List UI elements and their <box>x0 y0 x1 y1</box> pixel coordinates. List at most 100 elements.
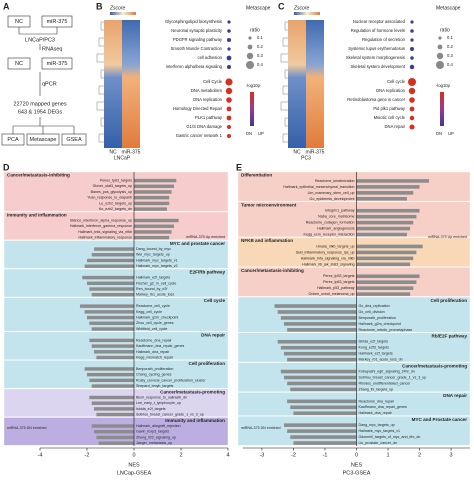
bar <box>87 372 134 377</box>
bar <box>274 304 357 308</box>
dn-label: DN <box>246 131 252 136</box>
workflow-label: miR-375 <box>47 19 68 25</box>
term-label: Retinoblastoma gene in cancer <box>347 97 405 102</box>
gene-set-label: Hallmark_dna_repair <box>359 411 393 415</box>
group-band <box>237 237 471 267</box>
color-legend-title: -log10p <box>246 83 261 88</box>
size-legend-label: 0.1 <box>447 35 453 40</box>
x-tick-label: -2 <box>291 452 296 458</box>
dot <box>225 87 233 95</box>
bar <box>290 387 357 392</box>
gene-set-label: Integrin1_pathway <box>325 209 355 213</box>
dendrogram <box>100 69 104 79</box>
bar <box>356 250 417 255</box>
bar <box>290 435 357 439</box>
gene-set-label: Hallmark_p53_pathway <box>317 286 355 290</box>
x-tick-label: 2 <box>418 452 421 458</box>
bar <box>293 441 357 445</box>
gene-set-label: Hallmark_g2m_checkpoint <box>359 322 401 326</box>
panel-label: B <box>96 1 103 11</box>
term-label: DNA repair <box>385 124 406 129</box>
bar <box>356 232 407 237</box>
zscore-colorbar <box>110 12 136 15</box>
bar <box>356 280 417 284</box>
group-label: Tumor microenvironment <box>241 202 297 207</box>
bar <box>356 208 420 213</box>
x-axis-label: NES <box>351 462 363 468</box>
gene-set-label: Reactome_dna_repair <box>136 338 172 342</box>
x-tick-label: -3 <box>259 452 264 458</box>
gene-set-label: Ishida_e2f_targets <box>359 340 389 344</box>
gene-set-label: Kauffmann_dna_repair_genes <box>136 344 184 348</box>
dot <box>227 134 231 138</box>
workflow-label: 22720 mapped genes <box>13 101 66 107</box>
gene-set-label: Benporath_proliferation <box>136 367 173 371</box>
legend-title: Zscore <box>293 5 310 11</box>
group-label: Immunity and inflammation <box>7 213 67 218</box>
workflow-label: NC <box>15 61 23 67</box>
metascape-title: Metascape <box>436 5 461 11</box>
bar <box>280 369 357 374</box>
group-label: Immunity and inflammation <box>165 418 225 423</box>
group-band <box>237 267 471 297</box>
x-axis-subtitle: LNCap-GSEA <box>117 470 152 476</box>
group-label: Cancer/metastasis-inhibiting <box>7 173 70 178</box>
gene-set-label: Liu_prostate_cancer_dn <box>359 441 398 445</box>
dot <box>410 29 414 33</box>
column-label: miR-375 <box>306 149 325 155</box>
bar <box>91 253 134 257</box>
dendrogram <box>96 53 104 63</box>
bar <box>280 316 357 320</box>
dendrogram <box>98 85 104 95</box>
dot <box>410 56 414 60</box>
gene-set-label: Chang_cycling_genes <box>136 373 172 377</box>
term-label: Regulation of hormone levels <box>351 28 405 33</box>
gene-set-label: Blanco_interferon_alpha_response_up <box>70 218 132 222</box>
size-legend-dot <box>246 61 254 69</box>
workflow-label: GSEA <box>66 137 82 143</box>
size-legend-label: 0.3 <box>447 53 453 58</box>
dot <box>227 65 231 69</box>
panel-label: D <box>3 162 10 172</box>
gene-set-label: Penez_tp63_targets <box>100 179 132 183</box>
up-label: UP <box>448 131 454 136</box>
dot <box>227 20 231 24</box>
term-label: Skeletal system development <box>351 64 406 69</box>
gene-set-label: Kong_e2f3_targets <box>359 346 390 350</box>
gene-set-label: Zhang_tlx_targets_up <box>359 387 394 391</box>
bar <box>134 184 174 188</box>
group-label: Cell proliferation <box>189 361 226 366</box>
annotation: miRNA-375 DN enriched <box>7 426 47 430</box>
panel-label: C <box>278 1 285 11</box>
term-label: Cell Cycle <box>203 79 223 84</box>
term-label: DNA replication <box>193 97 223 102</box>
dendrogram <box>98 37 104 47</box>
gene-set-label: Hallmark_angiogenesis <box>317 227 355 231</box>
bar <box>277 310 357 314</box>
gene-set-label: Reactome_keratinization <box>315 179 355 183</box>
gene-set-label: Ishida_e2f_targets <box>136 407 166 411</box>
bar <box>293 411 357 416</box>
group-label: MYC and Prostate cancer <box>412 417 468 422</box>
x-axis-subtitle: PC3-GSEA <box>343 470 371 476</box>
bar <box>356 262 411 267</box>
dot <box>227 125 231 129</box>
size-legend-label: 0.1 <box>257 35 263 40</box>
term-label: cell adhesion <box>198 55 223 60</box>
gene-set-label: Zhou_cell_cycle_genes <box>136 321 174 325</box>
group-label: E2F/Rb pathway <box>190 270 226 275</box>
bar <box>91 401 134 405</box>
bar <box>89 321 134 325</box>
x-tick-label: 1 <box>386 452 389 458</box>
bar <box>287 381 357 386</box>
bar <box>134 235 170 240</box>
dot <box>225 78 233 86</box>
gene-set-label: Lu_ezh2_targets_up <box>99 201 132 205</box>
size-legend-label: 0.2 <box>257 44 263 49</box>
dendrogram <box>100 21 104 31</box>
column-label: NC <box>293 149 301 155</box>
bar <box>94 407 134 411</box>
group-band <box>237 392 471 416</box>
group-band <box>3 297 229 332</box>
